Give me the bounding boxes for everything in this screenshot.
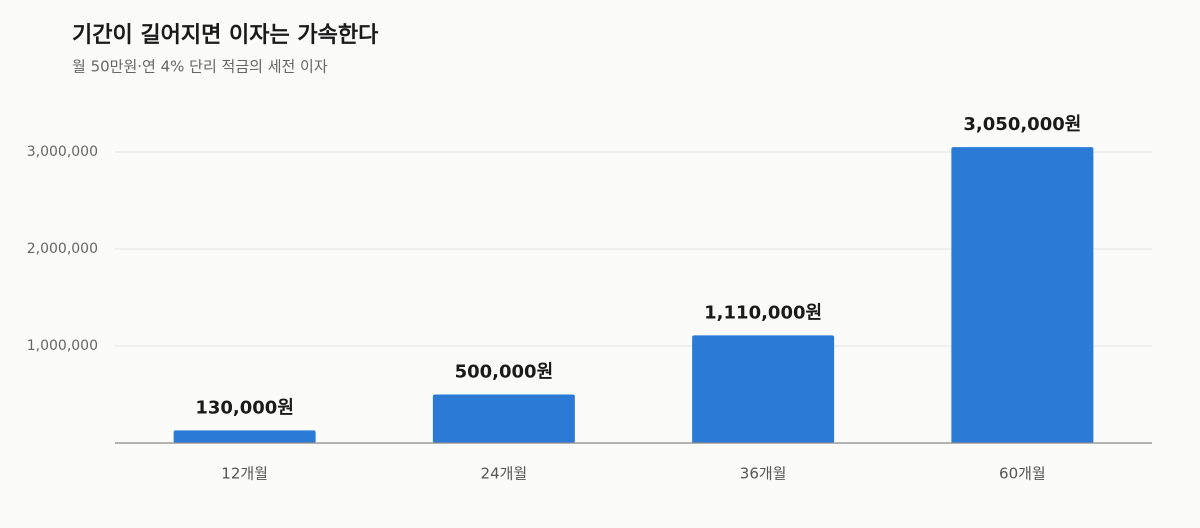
x-tick-label: 24개월 — [481, 465, 528, 483]
bar — [173, 430, 316, 443]
bar — [951, 147, 1094, 443]
x-tick-label: 36개월 — [740, 465, 787, 483]
value-label: 130,000원 — [195, 397, 294, 418]
y-tick-label: 3,000,000 — [27, 144, 98, 160]
value-label: 1,110,000원 — [704, 302, 822, 323]
x-tick-label: 60개월 — [999, 465, 1046, 483]
value-label: 500,000원 — [455, 362, 554, 383]
value-label: 3,050,000원 — [963, 114, 1081, 135]
chart-subtitle: 월 50만원·연 4% 단리 적금의 세전 이자 — [72, 58, 328, 76]
bar — [432, 394, 575, 443]
bar — [692, 335, 835, 443]
y-tick-label: 1,000,000 — [27, 338, 98, 354]
x-tick-label: 12개월 — [221, 465, 268, 483]
y-tick-label: 2,000,000 — [27, 241, 98, 257]
chart-title: 기간이 길어지면 이자는 가속한다 — [72, 23, 379, 48]
